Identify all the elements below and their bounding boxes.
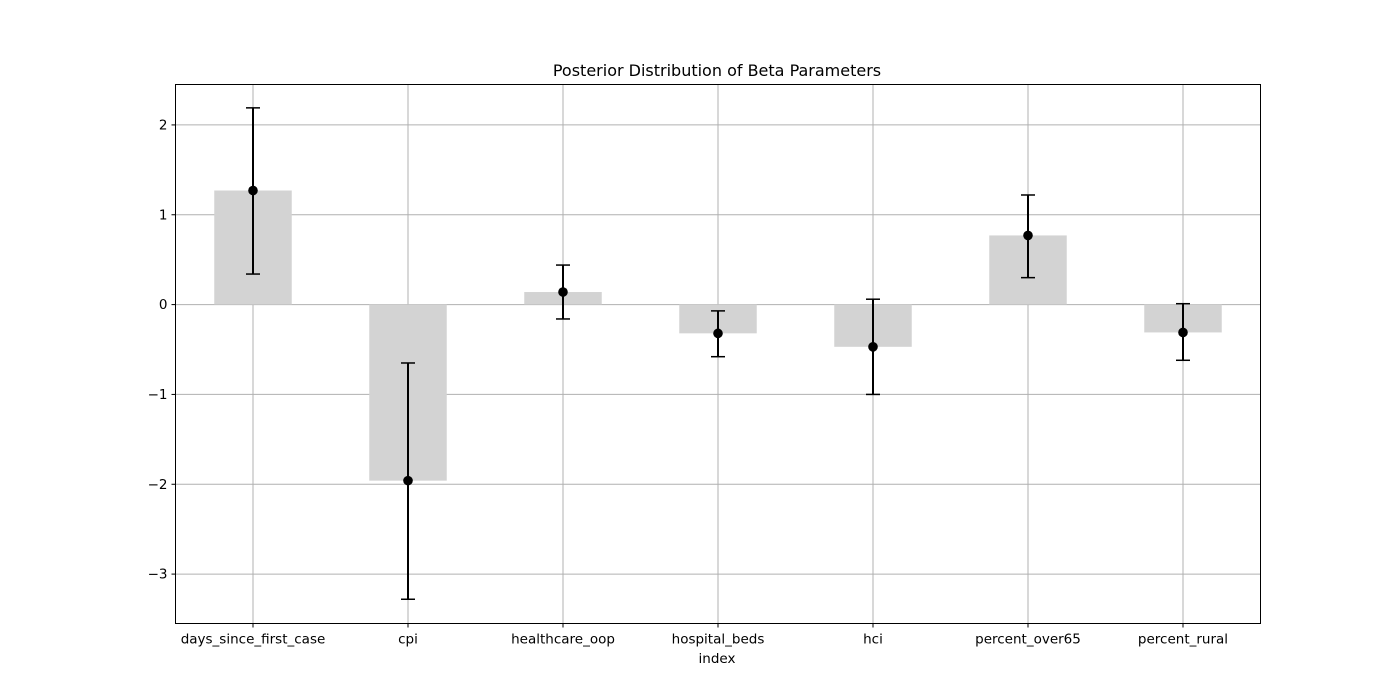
x-tick-label: hospital_beds xyxy=(672,632,765,648)
mean-point xyxy=(248,185,258,196)
y-axis: −3 −2 −1 0 1 2 xyxy=(148,117,176,583)
mean-point xyxy=(558,287,568,297)
chart-title: Posterior Distribution of Beta Parameter… xyxy=(553,61,881,80)
mean-point xyxy=(403,475,413,486)
x-tick-label: percent_rural xyxy=(1138,632,1228,648)
y-tick-label: −2 xyxy=(148,477,168,493)
x-tick-label: healthcare_oop xyxy=(511,632,615,648)
x-tick-label: cpi xyxy=(398,632,418,648)
x-tick-label: percent_over65 xyxy=(975,632,1081,648)
points xyxy=(248,185,1188,486)
mean-point xyxy=(713,328,723,339)
y-tick-label: −1 xyxy=(148,387,168,403)
y-tick-label: −3 xyxy=(148,567,168,583)
x-axis: days_since_first_case cpi healthcare_oop ho… xyxy=(181,623,1228,648)
y-tick-label: 1 xyxy=(159,207,168,223)
mean-point xyxy=(1178,327,1188,338)
x-axis-label: index xyxy=(699,651,736,667)
y-tick-label: 2 xyxy=(159,117,168,133)
mean-point xyxy=(1023,230,1033,241)
y-tick-label: 0 xyxy=(159,297,168,313)
mean-point xyxy=(868,342,878,352)
x-tick-label: hci xyxy=(863,632,883,648)
x-tick-label: days_since_first_case xyxy=(181,632,326,648)
